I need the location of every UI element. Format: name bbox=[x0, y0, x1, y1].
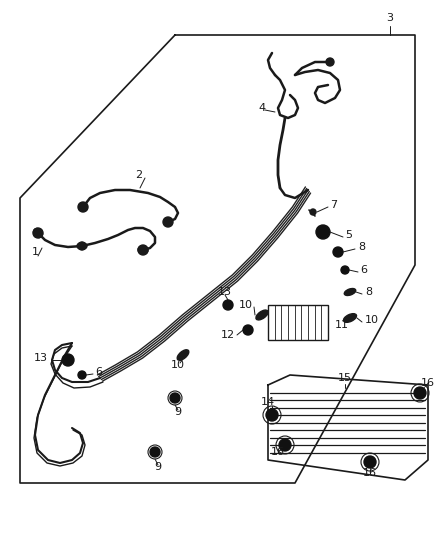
Circle shape bbox=[223, 300, 233, 310]
Text: 8: 8 bbox=[365, 287, 372, 297]
Ellipse shape bbox=[343, 313, 357, 322]
Text: 14: 14 bbox=[261, 397, 275, 407]
Circle shape bbox=[310, 209, 316, 215]
Text: 1: 1 bbox=[32, 247, 39, 257]
Text: 16: 16 bbox=[363, 468, 377, 478]
Text: 10: 10 bbox=[239, 300, 253, 310]
Circle shape bbox=[326, 58, 334, 66]
Circle shape bbox=[138, 245, 148, 255]
Text: 6: 6 bbox=[95, 367, 102, 377]
Ellipse shape bbox=[79, 203, 87, 211]
Circle shape bbox=[170, 393, 180, 403]
Circle shape bbox=[316, 225, 330, 239]
Text: 16: 16 bbox=[271, 447, 285, 457]
Circle shape bbox=[78, 371, 86, 379]
Text: 9: 9 bbox=[174, 407, 182, 417]
Circle shape bbox=[333, 247, 343, 257]
Text: 7: 7 bbox=[330, 200, 337, 210]
Circle shape bbox=[62, 354, 74, 366]
Ellipse shape bbox=[344, 288, 356, 295]
Circle shape bbox=[279, 439, 291, 451]
Text: 10: 10 bbox=[171, 360, 185, 370]
Text: 15: 15 bbox=[338, 373, 352, 383]
Text: 16: 16 bbox=[421, 378, 435, 388]
Circle shape bbox=[163, 217, 173, 227]
Text: 13: 13 bbox=[34, 353, 48, 363]
Bar bbox=[268, 305, 328, 340]
Circle shape bbox=[33, 228, 43, 238]
Text: 12: 12 bbox=[221, 330, 235, 340]
Circle shape bbox=[78, 202, 88, 212]
Text: 11: 11 bbox=[335, 320, 349, 330]
Text: 9: 9 bbox=[155, 462, 162, 472]
Text: 4: 4 bbox=[258, 103, 265, 113]
Ellipse shape bbox=[33, 229, 42, 238]
Circle shape bbox=[364, 456, 376, 468]
Ellipse shape bbox=[138, 246, 148, 254]
Text: 3: 3 bbox=[386, 13, 393, 23]
Circle shape bbox=[78, 242, 86, 250]
Text: 10: 10 bbox=[365, 315, 379, 325]
Text: 13: 13 bbox=[218, 287, 232, 297]
Circle shape bbox=[266, 409, 278, 421]
Circle shape bbox=[341, 266, 349, 274]
Ellipse shape bbox=[256, 310, 268, 320]
Circle shape bbox=[150, 447, 160, 457]
Ellipse shape bbox=[77, 243, 87, 249]
Text: 8: 8 bbox=[358, 242, 365, 252]
Text: 6: 6 bbox=[360, 265, 367, 275]
Text: 2: 2 bbox=[135, 170, 142, 180]
Circle shape bbox=[414, 387, 426, 399]
Ellipse shape bbox=[177, 350, 189, 360]
Text: 5: 5 bbox=[345, 230, 352, 240]
Circle shape bbox=[243, 325, 253, 335]
